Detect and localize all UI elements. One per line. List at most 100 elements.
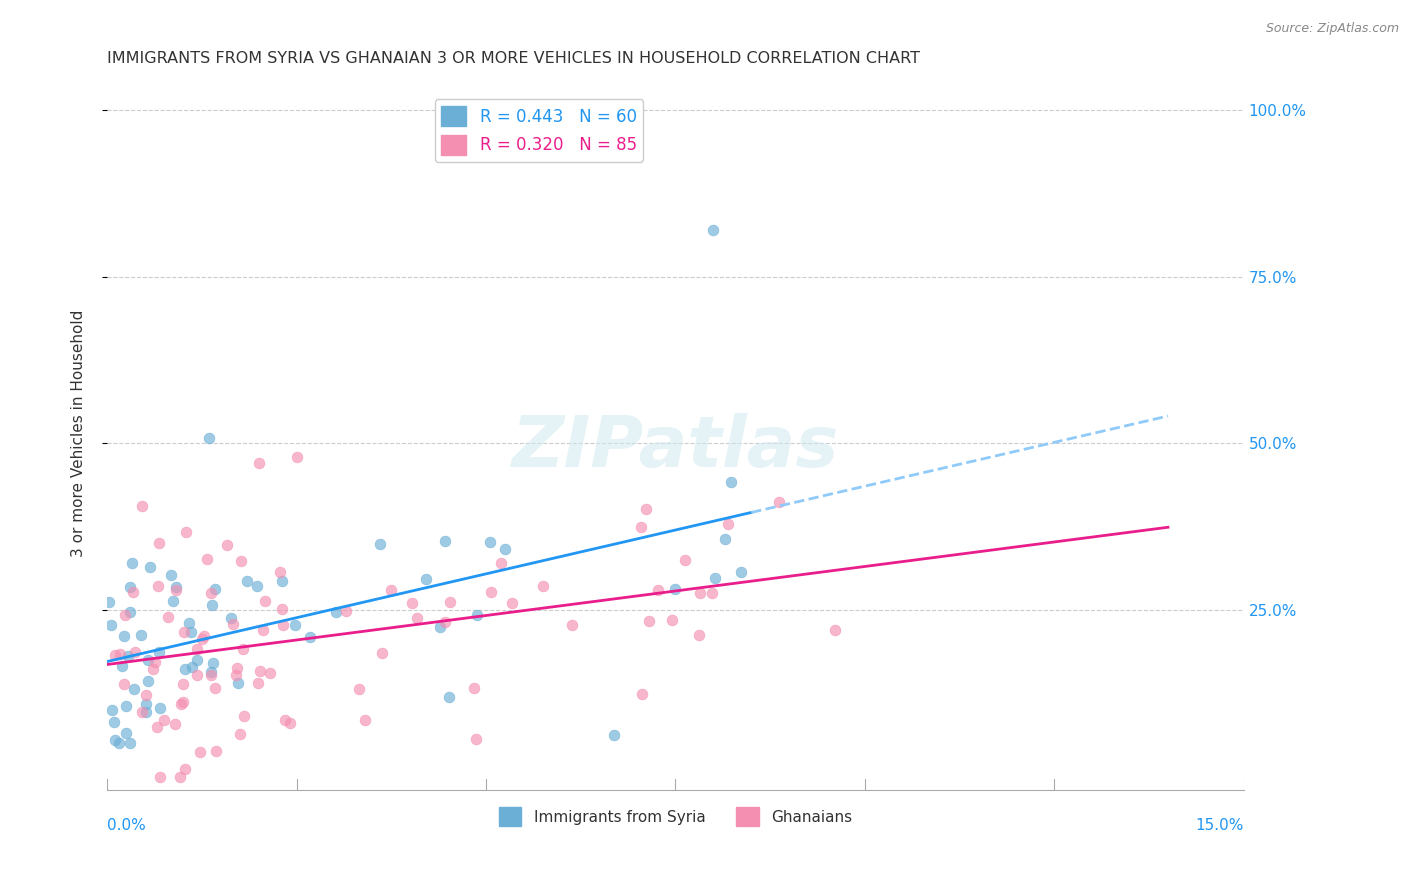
Point bbox=[225, 661, 247, 675]
Point bbox=[702, 223, 724, 237]
Point bbox=[229, 553, 252, 567]
Point bbox=[180, 660, 202, 674]
Point bbox=[415, 572, 437, 586]
Point bbox=[768, 495, 790, 509]
Point bbox=[236, 574, 259, 588]
Point bbox=[162, 594, 184, 608]
Point bbox=[138, 560, 160, 574]
Point bbox=[148, 645, 170, 659]
Point bbox=[259, 665, 281, 680]
Point bbox=[191, 632, 214, 646]
Point bbox=[688, 628, 710, 642]
Point bbox=[439, 690, 461, 705]
Point bbox=[149, 770, 172, 784]
Point bbox=[135, 688, 157, 702]
Point bbox=[135, 705, 157, 719]
Point bbox=[335, 604, 357, 618]
Point bbox=[631, 687, 654, 701]
Point bbox=[465, 732, 488, 747]
Point bbox=[347, 681, 370, 696]
Point bbox=[647, 583, 669, 598]
Point bbox=[115, 698, 138, 713]
Point bbox=[180, 625, 202, 640]
Point bbox=[193, 629, 215, 643]
Point bbox=[700, 586, 723, 600]
Point bbox=[637, 614, 659, 628]
Point bbox=[173, 662, 195, 676]
Point bbox=[401, 597, 423, 611]
Point bbox=[112, 677, 135, 691]
Point bbox=[205, 744, 228, 758]
Point bbox=[115, 726, 138, 740]
Point bbox=[824, 623, 846, 637]
Legend: Immigrants from Syria, Ghanaians: Immigrants from Syria, Ghanaians bbox=[492, 801, 859, 832]
Point bbox=[172, 676, 194, 690]
Point bbox=[104, 648, 127, 662]
Point bbox=[284, 618, 307, 632]
Point bbox=[299, 630, 322, 644]
Point bbox=[124, 645, 146, 659]
Point bbox=[165, 580, 187, 594]
Point bbox=[465, 608, 488, 623]
Point bbox=[479, 584, 502, 599]
Point bbox=[249, 664, 271, 678]
Point bbox=[501, 596, 523, 610]
Point bbox=[253, 594, 276, 608]
Point bbox=[689, 586, 711, 600]
Point bbox=[561, 618, 583, 632]
Point bbox=[114, 608, 136, 623]
Point bbox=[200, 598, 222, 612]
Point bbox=[634, 502, 657, 516]
Text: 0.0%: 0.0% bbox=[107, 819, 146, 833]
Point bbox=[111, 659, 134, 673]
Point bbox=[494, 541, 516, 556]
Point bbox=[186, 668, 208, 682]
Point bbox=[122, 681, 145, 696]
Point bbox=[325, 605, 347, 619]
Point bbox=[169, 770, 191, 784]
Point bbox=[188, 746, 211, 760]
Point bbox=[129, 628, 152, 642]
Point bbox=[195, 551, 218, 566]
Point bbox=[229, 727, 252, 741]
Point bbox=[233, 709, 256, 723]
Point bbox=[143, 656, 166, 670]
Point bbox=[173, 763, 195, 777]
Point bbox=[270, 574, 292, 588]
Point bbox=[110, 647, 132, 661]
Text: 15.0%: 15.0% bbox=[1195, 819, 1244, 833]
Point bbox=[274, 713, 297, 727]
Point bbox=[439, 595, 461, 609]
Point bbox=[225, 668, 247, 682]
Point bbox=[433, 615, 456, 630]
Point bbox=[120, 605, 142, 619]
Point bbox=[135, 697, 157, 711]
Point bbox=[179, 615, 201, 630]
Point bbox=[232, 642, 254, 657]
Point bbox=[380, 583, 402, 598]
Point bbox=[354, 714, 377, 728]
Point bbox=[172, 695, 194, 709]
Point bbox=[174, 525, 197, 540]
Point bbox=[489, 557, 512, 571]
Point bbox=[107, 737, 129, 751]
Point bbox=[664, 582, 686, 597]
Point bbox=[673, 553, 696, 567]
Text: Source: ZipAtlas.com: Source: ZipAtlas.com bbox=[1265, 22, 1399, 36]
Point bbox=[247, 676, 270, 690]
Point bbox=[131, 500, 153, 514]
Point bbox=[101, 703, 124, 717]
Point bbox=[160, 568, 183, 582]
Point bbox=[145, 720, 167, 734]
Point bbox=[98, 595, 121, 609]
Point bbox=[717, 516, 740, 531]
Point bbox=[204, 582, 226, 597]
Point bbox=[186, 653, 208, 667]
Point bbox=[157, 609, 180, 624]
Point bbox=[118, 735, 141, 749]
Point bbox=[429, 620, 451, 634]
Point bbox=[217, 538, 239, 552]
Point bbox=[463, 681, 485, 696]
Point bbox=[100, 618, 122, 632]
Point bbox=[247, 456, 270, 470]
